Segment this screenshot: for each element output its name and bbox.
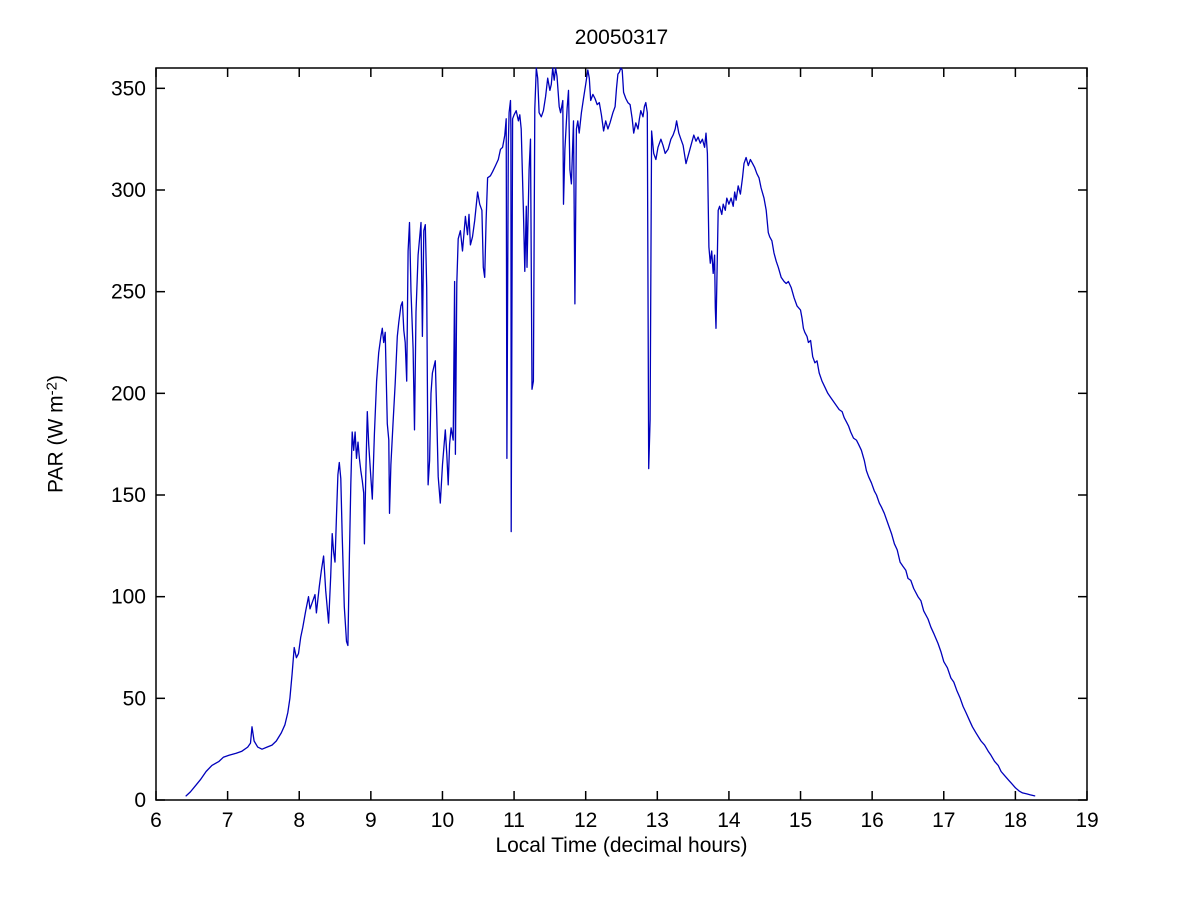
x-tick-label: 9 [365,809,377,832]
x-tick-label: 14 [717,809,741,832]
y-tick-label: 150 [111,484,146,507]
x-tick-label: 13 [646,809,669,832]
y-axis-label-suffix: ) [44,375,68,383]
x-tick-label: 7 [222,809,234,832]
y-tick-label: 0 [134,789,146,812]
x-tick-label: 10 [431,809,454,832]
y-axis-label-superscript: -2 [43,382,61,396]
x-tick-label: 19 [1075,809,1098,832]
x-tick-label: 17 [932,809,955,832]
x-tick-label: 8 [293,809,305,832]
par-data-line [185,67,1036,797]
y-axis-label-text: PAR (W m [44,395,68,493]
y-tick-label: 200 [111,382,146,405]
x-tick-label: 15 [789,809,812,832]
x-tick-label: 6 [150,809,162,832]
y-tick-label: 350 [111,77,146,100]
x-axis-label: Local Time (decimal hours) [495,834,748,857]
x-tick-label: 11 [503,809,525,832]
y-tick-label: 300 [111,179,146,202]
x-tick-label: 12 [574,809,597,832]
y-tick-label: 50 [123,687,146,710]
x-tick-label: 16 [860,809,883,832]
chart-title: 20050317 [574,26,669,49]
y-tick-label: 250 [111,281,146,304]
y-axis-label: PAR (W m-2) [44,375,69,493]
x-tick-label: 18 [1004,809,1027,832]
y-tick-label: 100 [111,586,146,609]
